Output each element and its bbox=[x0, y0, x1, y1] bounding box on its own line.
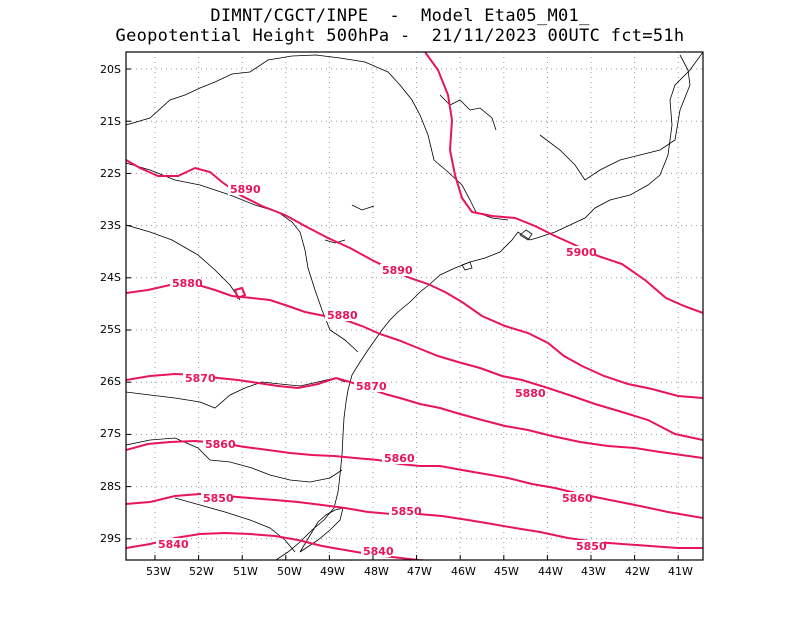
lat-lon-grid bbox=[126, 52, 703, 560]
represa-south bbox=[351, 204, 375, 211]
x-tick-label: 52W bbox=[189, 565, 214, 578]
label-5850-center: 5850 bbox=[391, 505, 422, 518]
y-tick-label: 22S bbox=[100, 167, 121, 180]
label-5890-west: 5890 bbox=[230, 183, 261, 196]
contour-5890 bbox=[126, 159, 703, 399]
contours bbox=[126, 52, 703, 560]
x-tick-label: 43W bbox=[581, 565, 606, 578]
x-axis: 53W 52W 51W 50W 49W 48W 47W 46W 45W 44W … bbox=[146, 565, 693, 578]
contour-5880 bbox=[126, 282, 703, 441]
state-border-rs bbox=[174, 497, 296, 553]
label-5880-center: 5880 bbox=[327, 309, 358, 322]
state-border-pr-sc bbox=[126, 377, 346, 409]
y-tick-label: 23S bbox=[100, 219, 121, 232]
x-tick-label: 50W bbox=[277, 565, 302, 578]
label-5860-center: 5860 bbox=[384, 452, 415, 465]
state-border-ms-sp bbox=[126, 224, 241, 301]
label-5870-east: 5870 bbox=[356, 380, 387, 393]
x-tick-label: 47W bbox=[407, 565, 432, 578]
x-tick-label: 53W bbox=[146, 565, 171, 578]
label-5900: 5900 bbox=[566, 246, 597, 259]
label-5870-west: 5870 bbox=[185, 372, 216, 385]
x-tick-label: 51W bbox=[233, 565, 258, 578]
label-5890-east: 5890 bbox=[382, 264, 413, 277]
baia-paranagua bbox=[324, 239, 346, 244]
x-tick-label: 45W bbox=[494, 565, 519, 578]
x-tick-label: 41W bbox=[668, 565, 693, 578]
label-5880-west: 5880 bbox=[172, 277, 203, 290]
contour-5900 bbox=[424, 52, 703, 314]
label-5850-west: 5850 bbox=[203, 492, 234, 505]
coastline-main bbox=[275, 52, 703, 560]
baia-guanabara bbox=[519, 229, 533, 241]
contour-5870 bbox=[126, 372, 703, 459]
label-5850-east: 5850 bbox=[576, 540, 607, 553]
y-tick-label: 24S bbox=[100, 271, 121, 284]
label-5840-east: 5840 bbox=[363, 545, 394, 558]
label-5880-east: 5880 bbox=[515, 387, 546, 400]
chart-title-line-1: DIMNT/CGCT/INPE - Model Eta05_M01_ bbox=[210, 6, 590, 26]
coastline-and-borders bbox=[126, 52, 703, 560]
contour-labels: 5900 5890 5890 5880 5880 5880 5870 5870 … bbox=[156, 183, 607, 558]
label-5840-west: 5840 bbox=[158, 538, 189, 551]
x-tick-label: 44W bbox=[538, 565, 563, 578]
state-border-sc-rs bbox=[126, 437, 343, 483]
x-tick-label: 46W bbox=[451, 565, 476, 578]
y-tick-label: 27S bbox=[100, 427, 121, 440]
y-tick-label: 20S bbox=[100, 63, 121, 76]
y-tick-label: 29S bbox=[100, 532, 121, 545]
y-tick-label: 26S bbox=[100, 375, 121, 388]
y-tick-label: 21S bbox=[100, 115, 121, 128]
lagoa-dos-patos bbox=[299, 507, 344, 553]
x-tick-label: 49W bbox=[320, 565, 345, 578]
state-border-north bbox=[126, 54, 435, 161]
label-5860-west: 5860 bbox=[205, 438, 236, 451]
y-tick-label: 25S bbox=[100, 323, 121, 336]
x-tick-label: 48W bbox=[364, 565, 389, 578]
state-border-northeast bbox=[539, 54, 691, 181]
y-axis: 20S 21S 22S 23S 24S 25S 26S 27S 28S 29S bbox=[100, 63, 121, 545]
x-tick-label: 42W bbox=[625, 565, 650, 578]
label-5860-east: 5860 bbox=[562, 492, 593, 505]
plot-frame bbox=[125, 51, 704, 561]
state-border-mg-rj bbox=[433, 159, 509, 221]
chart-title-line-2: Geopotential Height 500hPa - 21/11/2023 … bbox=[115, 26, 685, 46]
ilha-sao-sebastiao bbox=[461, 261, 473, 271]
axis-ticks bbox=[126, 68, 679, 560]
y-tick-label: 28S bbox=[100, 480, 121, 493]
contour-5880-loop bbox=[233, 286, 247, 300]
